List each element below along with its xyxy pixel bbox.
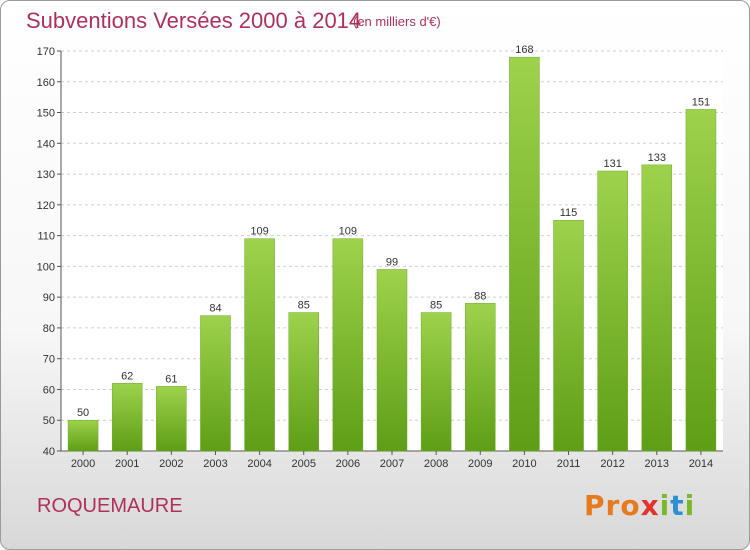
x-tick-label-2000: 2000 [71,458,95,470]
value-label-2014: 151 [692,96,710,108]
y-tick-label: 140 [37,138,55,150]
bar-2007 [376,269,408,452]
chart-title: Subventions Versées 2000 à 2014 [26,8,362,33]
value-label-2003: 84 [209,303,221,315]
y-tick-label: 60 [43,384,55,396]
x-tick-label-2009: 2009 [468,458,492,470]
x-tick-label-2002: 2002 [159,458,183,470]
bar-2011 [553,219,584,452]
y-tick-label: 170 [37,46,55,58]
y-tick-label: 80 [43,323,55,335]
value-label-2006: 109 [339,226,357,238]
bar-2004 [244,238,275,452]
x-tick-label-2013: 2013 [645,458,669,470]
bar-2000 [67,419,99,452]
bar-2005 [288,312,319,452]
value-label-2013: 133 [648,152,666,164]
y-tick-label: 90 [43,292,55,304]
value-label-2000: 50 [77,407,89,419]
y-tick-label: 110 [37,231,55,243]
value-label-2007: 99 [386,256,398,268]
value-label-2011: 115 [560,207,578,219]
x-tick-label-2001: 2001 [115,458,139,470]
value-label-2004: 109 [250,226,268,238]
x-tick-label-2011: 2011 [557,458,581,470]
value-label-2001: 62 [121,370,133,382]
commune-name: ROQUEMAURE [37,495,183,517]
value-label-2005: 85 [298,300,310,312]
chart-unit: (en milliers d'€) [353,14,441,29]
x-tick-label-2003: 2003 [203,458,227,470]
x-tick-label-2010: 2010 [512,458,536,470]
proxiti-logo: Proxiti [584,489,696,522]
bar-2010 [509,56,540,452]
bar-2009 [465,303,496,452]
bar-2003 [200,315,231,452]
x-tick-label-2014: 2014 [689,458,713,470]
x-tick-label-2012: 2012 [600,458,624,470]
value-label-2010: 168 [515,44,533,56]
bar-2001 [111,383,143,452]
x-tick-label-2006: 2006 [336,458,360,470]
bar-2013 [641,164,673,452]
bar-2006 [332,238,364,452]
bar-2014 [685,109,717,452]
y-tick-label: 160 [37,77,55,89]
bar-2008 [420,312,452,452]
y-tick-label: 130 [37,169,55,181]
y-tick-label: 120 [37,200,55,212]
y-tick-label: 150 [37,108,55,120]
x-tick-label-2005: 2005 [291,458,315,470]
bar-2002 [156,386,187,452]
y-tick-label: 100 [37,261,55,273]
value-label-2012: 131 [603,158,621,170]
value-label-2008: 85 [430,300,442,312]
bar-2012 [597,170,628,452]
y-tick-label: 70 [43,354,55,366]
value-label-2002: 61 [165,373,177,385]
x-tick-label-2008: 2008 [424,458,448,470]
x-tick-label-2007: 2007 [380,458,404,470]
x-tick-label-2004: 2004 [247,458,271,470]
y-tick-label: 50 [43,415,55,427]
y-tick-label: 40 [43,446,55,458]
value-label-2009: 88 [474,290,486,302]
